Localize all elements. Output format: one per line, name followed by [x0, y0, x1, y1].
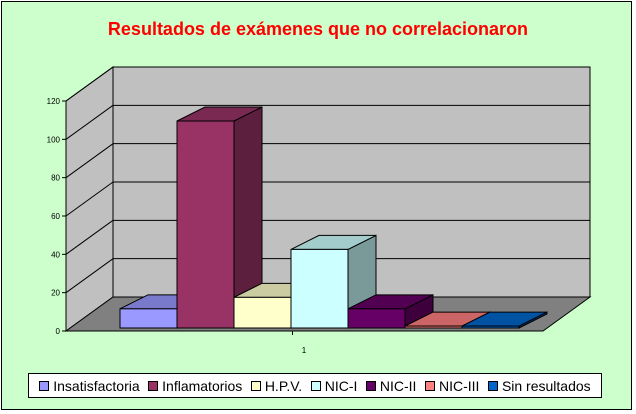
bar-front — [119, 308, 178, 329]
bar-front — [404, 325, 463, 329]
y-tick-label: 80 — [51, 174, 60, 183]
legend-swatch — [365, 380, 376, 391]
legend-label: Sin resultados — [501, 377, 591, 394]
legend-item: Insatisfactoria — [39, 377, 140, 394]
gridline-side — [65, 104, 114, 140]
plot-area: 0 20 40 60 80 100 120 1 — [47, 66, 592, 355]
y-tick-label: 100 — [47, 135, 61, 144]
legend-swatch — [424, 380, 435, 391]
legend-item: NIC-III — [424, 377, 480, 394]
legend-label: NIC-II — [379, 377, 417, 394]
legend-item: H.P.V. — [250, 377, 303, 394]
bar-front — [461, 325, 520, 329]
legend-label: NIC-III — [438, 377, 480, 394]
legend-swatch — [148, 380, 159, 391]
legend-label: Insatisfactoria — [53, 377, 140, 394]
bar-front — [290, 248, 349, 329]
legend-item: NIC-II — [365, 377, 417, 394]
bar-sin-resultados — [461, 311, 548, 329]
bar-front — [176, 120, 235, 329]
legend-label: Inflamatorios — [162, 377, 243, 394]
legend-item: Sin resultados — [487, 377, 591, 394]
legend: Insatisfactoria Inflamatorios H.P.V. NIC-I N… — [28, 373, 602, 398]
y-tick-label: 0 — [56, 327, 61, 336]
legend-item: NIC-I — [310, 377, 358, 394]
category-tick-label: 1 — [302, 346, 307, 355]
legend-label: H.P.V. — [264, 377, 303, 394]
gridline-side — [65, 181, 114, 217]
bar-front — [233, 296, 292, 329]
y-tick-label: 40 — [51, 250, 60, 259]
bars — [119, 106, 548, 329]
gridline-side — [65, 66, 114, 102]
legend-swatch — [487, 380, 498, 391]
bar-inflamatorios — [176, 106, 263, 329]
legend-item: Inflamatorios — [148, 378, 242, 394]
y-tick-label: 60 — [51, 212, 60, 221]
legend-swatch — [310, 380, 321, 391]
y-tick-label: 120 — [47, 97, 61, 106]
legend-swatch — [250, 380, 261, 391]
chart-title: Resultados de exámenes que no correlacio… — [107, 19, 529, 39]
bar-front — [347, 308, 406, 329]
bar-nic-ii — [347, 294, 434, 329]
y-tick-label: 20 — [51, 289, 60, 298]
gridline-side — [65, 258, 114, 294]
legend-label: NIC-I — [324, 377, 358, 394]
value-axis: 0 20 40 60 80 100 120 — [47, 97, 543, 336]
legend-swatch — [39, 380, 50, 391]
gridline-side — [65, 219, 114, 255]
gridline-side — [65, 143, 114, 179]
